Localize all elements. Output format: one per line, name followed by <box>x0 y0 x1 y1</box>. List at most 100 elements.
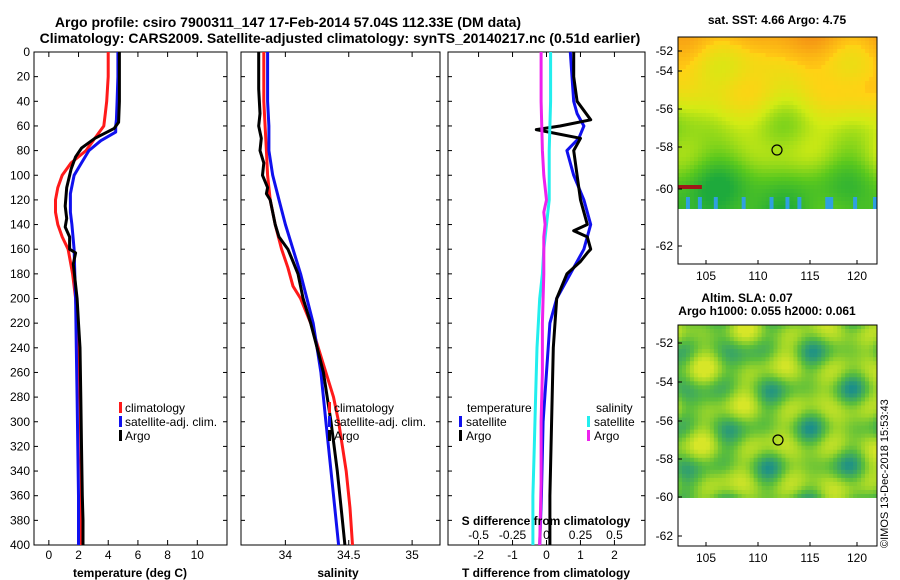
sst-cell <box>857 81 862 86</box>
sla-cell <box>717 333 723 338</box>
sst-cell <box>765 41 770 46</box>
sst-cell <box>821 69 826 74</box>
sla-cell <box>721 345 727 350</box>
sla-cell <box>857 429 862 435</box>
sla-cell <box>709 421 715 426</box>
sla-cell <box>729 437 735 443</box>
s-tick-label: 0 <box>543 528 550 542</box>
sla-cell <box>785 437 790 443</box>
sst-cell <box>689 61 695 66</box>
sst-cell <box>841 133 846 138</box>
sst-cell <box>789 137 794 142</box>
sst-cell <box>801 121 806 126</box>
sst-cell <box>769 133 774 138</box>
sla-cell <box>813 413 818 418</box>
sst-cell <box>829 153 834 158</box>
sst-cell <box>725 145 731 150</box>
sla-cell <box>741 325 747 330</box>
sla-cell <box>741 441 747 447</box>
sst-cell <box>849 113 854 118</box>
sla-cell <box>685 405 691 410</box>
sla-cell <box>757 381 762 386</box>
sst-cell <box>809 137 814 142</box>
sla-cell <box>753 333 758 338</box>
sla-cell <box>849 357 854 362</box>
sla-cell <box>793 377 798 382</box>
sla-cell <box>797 413 802 418</box>
sla-cell <box>845 353 850 358</box>
sla-cell <box>737 469 743 475</box>
sla-cell <box>681 433 687 439</box>
sst-cell <box>777 81 782 86</box>
sla-cell <box>861 437 866 443</box>
sla-cell <box>805 373 810 378</box>
sla-cell <box>801 417 806 422</box>
sst-cell <box>785 105 790 110</box>
sla-cell <box>693 465 699 471</box>
sst-cell <box>697 125 703 130</box>
sst-cell <box>709 37 715 42</box>
sst-cell <box>793 189 798 194</box>
sst-cell <box>697 177 703 182</box>
sst-cell <box>757 113 762 118</box>
sla-cell <box>821 365 826 370</box>
sst-cell <box>761 149 766 154</box>
sst-cell <box>837 141 842 146</box>
sst-cell <box>873 117 878 122</box>
sst-cell <box>817 185 822 190</box>
sla-cell <box>753 397 758 402</box>
sst-cell <box>789 81 794 86</box>
sla-cell <box>693 489 699 495</box>
sst-cell <box>705 41 711 46</box>
sst-cell <box>749 85 755 90</box>
sla-cell <box>757 401 762 406</box>
sst-cell <box>805 177 810 182</box>
sla-cell <box>757 441 762 447</box>
sst-cell <box>805 185 810 190</box>
sla-cell <box>737 377 743 382</box>
sst-cell <box>717 165 723 170</box>
sla-cell <box>841 457 846 463</box>
sst-cell <box>869 45 874 50</box>
sla-cell <box>777 409 782 414</box>
sst-cell <box>861 141 866 146</box>
sst-cell <box>737 141 743 146</box>
sla-cell <box>689 345 695 350</box>
sst-cell <box>813 109 818 114</box>
sst-cell <box>701 101 707 106</box>
sla-cell <box>697 361 703 366</box>
sst-cell <box>753 45 758 50</box>
sst-cell <box>685 173 691 178</box>
sst-cell <box>681 169 687 174</box>
sst-cell <box>853 177 858 182</box>
sst-cell <box>857 85 862 90</box>
sst-cell <box>697 113 703 118</box>
sst-cell <box>729 49 735 54</box>
sst-cell <box>769 49 774 54</box>
sst-cell <box>861 93 866 98</box>
sla-cell <box>729 453 735 459</box>
sst-cell <box>845 77 850 82</box>
sst-cell <box>853 201 858 206</box>
sla-cell <box>857 417 862 422</box>
sst-cell <box>869 161 874 166</box>
sst-cell <box>845 113 850 118</box>
sla-cell <box>801 469 806 475</box>
sst-cell <box>865 101 870 106</box>
sst-cell <box>765 105 770 110</box>
sla-cell <box>745 429 751 435</box>
sla-cell <box>717 465 723 471</box>
sla-cell <box>801 433 806 439</box>
sla-cell <box>853 409 858 414</box>
sla-cell <box>721 325 727 330</box>
sla-cell <box>701 401 707 406</box>
sst-cell <box>849 81 854 86</box>
sst-cell <box>821 161 826 166</box>
sla-cell <box>813 445 818 451</box>
sst-cell <box>733 173 739 178</box>
series-line-argo <box>63 52 121 545</box>
sst-cell <box>733 121 739 126</box>
sla-cell <box>789 425 794 430</box>
sla-cell <box>825 349 830 354</box>
sla-cell <box>761 365 766 370</box>
